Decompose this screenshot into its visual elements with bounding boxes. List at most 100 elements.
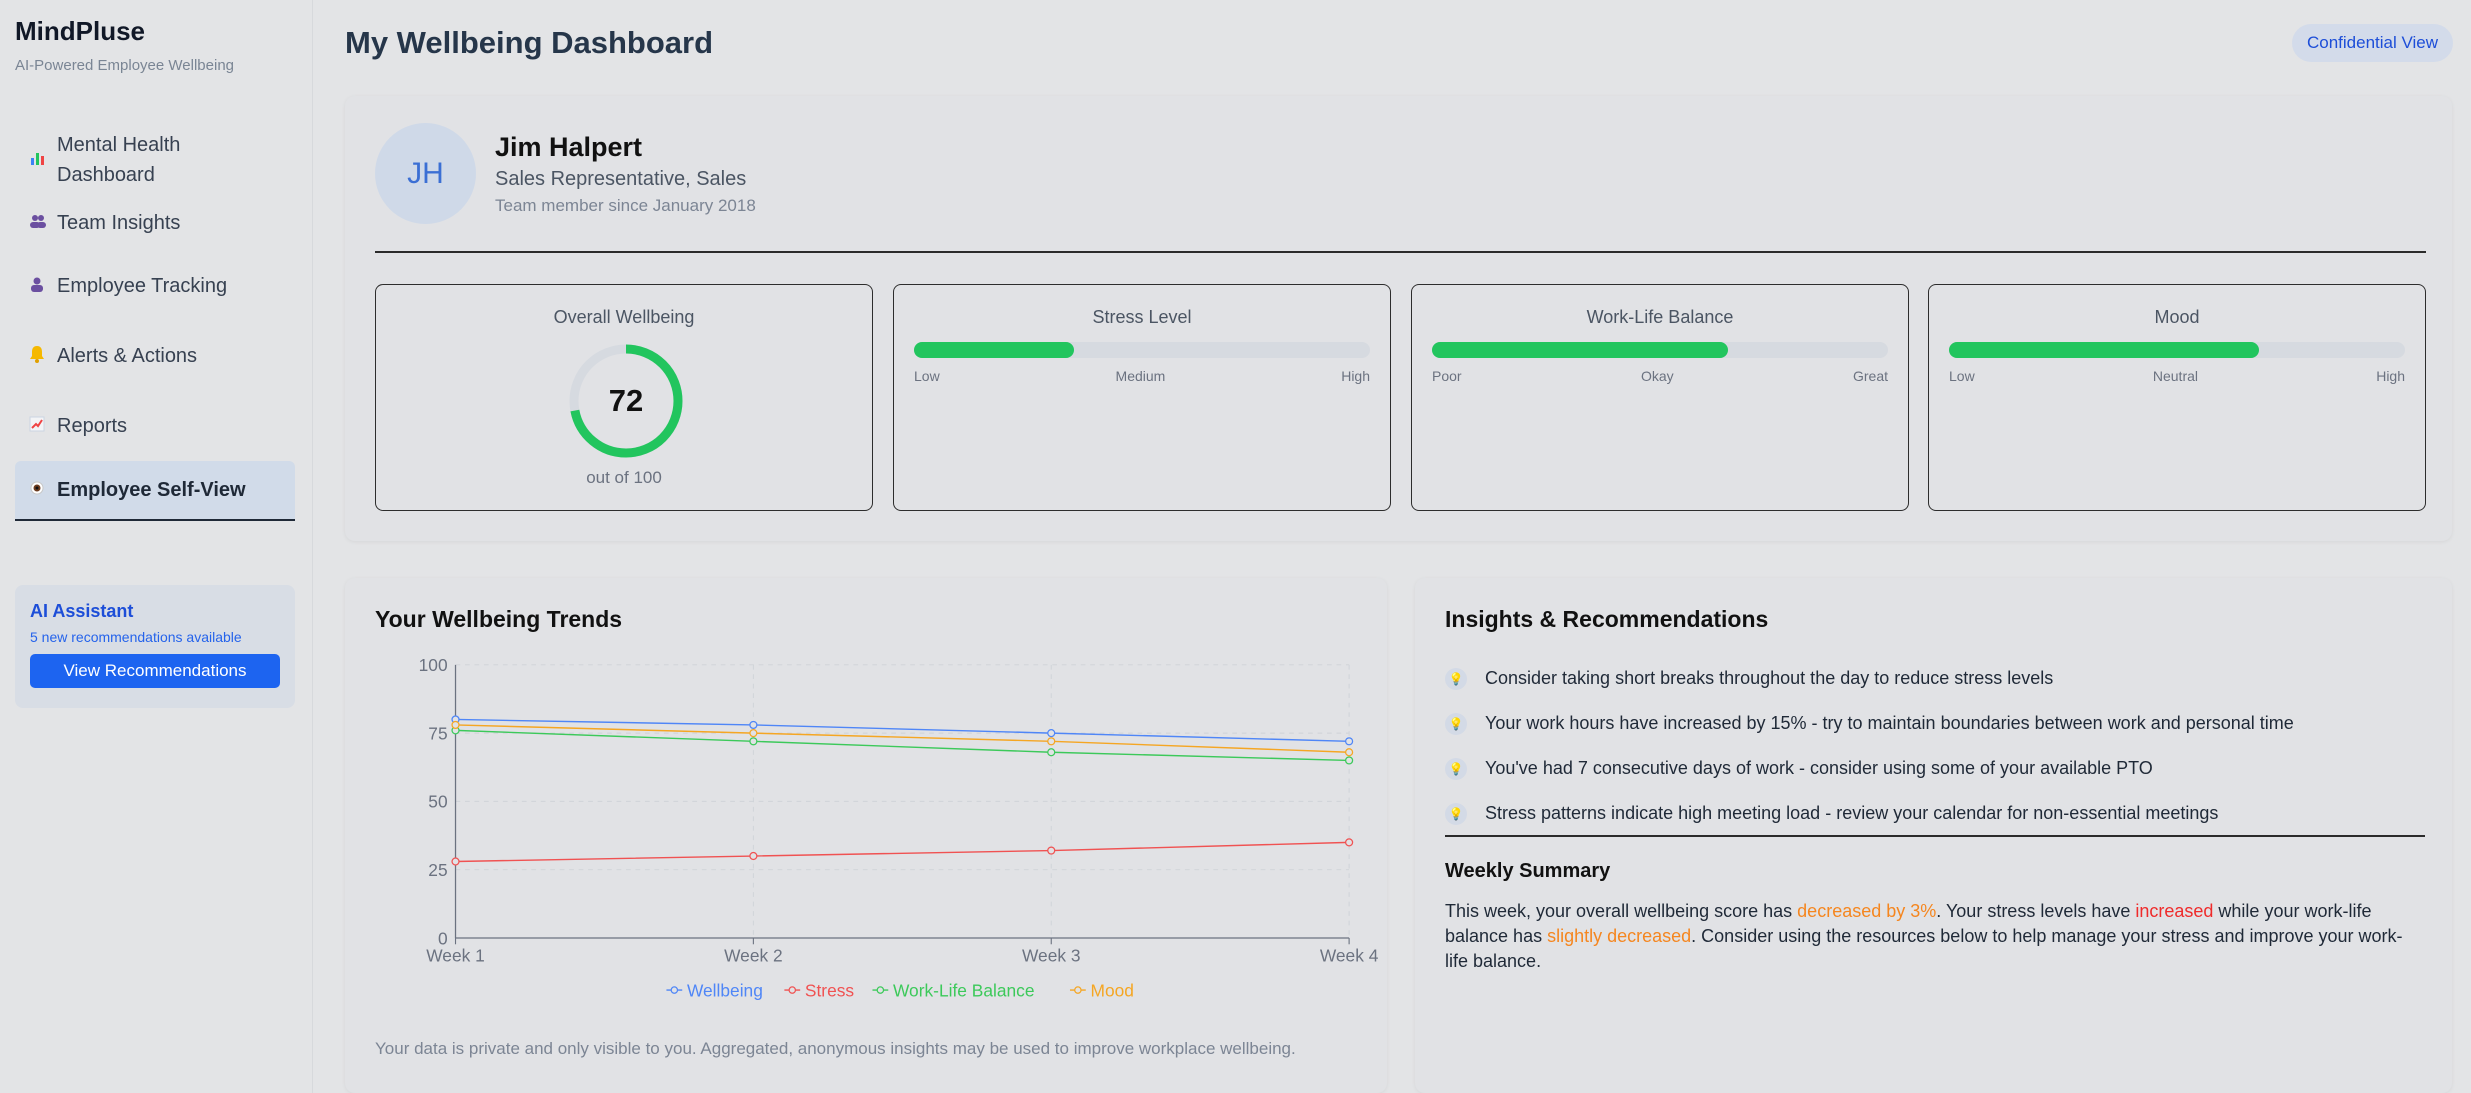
divider — [1445, 835, 2425, 837]
mood-bar-fill — [1949, 342, 2260, 358]
metric-title: Mood — [2154, 307, 2200, 327]
sidebar-item-employee-tracking[interactable]: Employee Tracking — [15, 251, 295, 321]
sidebar-item-mental-health-dashboard[interactable]: Mental Health Dashboard — [15, 125, 295, 195]
y-tick-label: 75 — [428, 723, 447, 743]
ai-assistant-subtitle: 5 new recommendations available — [30, 629, 242, 645]
legend-marker — [1074, 986, 1082, 994]
employee-name: Jim Halpert — [495, 132, 643, 162]
sidebar-item-employee-self-view[interactable]: Employee Self-View — [15, 461, 295, 521]
work-life-balance-card: Work-Life Balance Poor Okay Great — [1411, 284, 1909, 511]
data-point — [1047, 748, 1056, 757]
wellbeing-trends-card: Your Wellbeing Trends 0 25 50 75 100 Week 1 We… — [345, 578, 1387, 1093]
wellbeing-trends-chart: 0 25 50 75 100 Week 1 Week 2 Week 3 Week 4 Wellbe… — [419, 655, 1379, 1000]
balance-bar — [1432, 342, 1888, 358]
sidebar-item-team-insights[interactable]: Team Insights — [15, 195, 295, 251]
data-point — [1047, 737, 1056, 746]
data-point — [1345, 737, 1354, 746]
bar-labels: Poor Okay Great — [1432, 368, 1888, 384]
sidebar-item-reports[interactable]: Reports — [15, 391, 295, 461]
chart-up-icon — [29, 416, 57, 437]
y-tick-label: 50 — [428, 792, 447, 812]
bar-label: Low — [1949, 368, 1975, 384]
eye-icon — [29, 480, 57, 501]
brand-subtitle: AI-Powered Employee Wellbeing — [15, 57, 235, 74]
sidebar-item-label: Employee Tracking — [57, 275, 228, 297]
bar-label: Medium — [1115, 368, 1166, 384]
list-item: 💡 You've had 7 consecutive days of work … — [1445, 746, 2425, 791]
x-tick-label: Week 4 — [1320, 946, 1379, 966]
profile-card: JH Jim Halpert Sales Representative, Sal… — [345, 96, 2452, 541]
highlight-increase: increased — [2135, 901, 2214, 921]
sidebar-nav: Mental Health Dashboard Team Insights Emp… — [15, 125, 295, 521]
bar-chart-icon — [29, 149, 57, 172]
legend-label: Work-Life Balance — [893, 980, 1035, 1000]
data-point — [749, 737, 758, 746]
data-point — [749, 720, 758, 730]
insight-text: Your work hours have increased by 15% - … — [1485, 713, 2294, 733]
wellbeing-ring — [569, 344, 683, 458]
legend-marker — [788, 986, 797, 994]
wellbeing-score: 72 — [608, 383, 644, 418]
stress-bar-fill — [914, 342, 1074, 358]
data-point — [451, 720, 460, 730]
confidential-view-badge[interactable]: Confidential View — [2292, 24, 2453, 62]
data-point — [1047, 729, 1056, 738]
bar-label: Neutral — [2152, 368, 2199, 384]
data-point — [1345, 838, 1354, 847]
data-point — [1345, 756, 1354, 765]
insight-text: Stress patterns indicate high meeting lo… — [1485, 803, 2219, 823]
sidebar-item-label: Employee Self-View — [57, 479, 246, 501]
series-line-stress — [455, 841, 1350, 863]
bar-label: Poor — [1432, 368, 1462, 384]
x-tick-label: Week 3 — [1022, 946, 1081, 966]
legend-label: Stress — [805, 980, 855, 1000]
insights-list: 💡 Consider taking short breaks throughou… — [1445, 656, 2425, 836]
ai-assistant-panel: AI Assistant 5 new recommendations avail… — [15, 585, 295, 708]
data-point — [1047, 846, 1056, 855]
series-line-wellbeing — [455, 718, 1350, 743]
metric-title: Work-Life Balance — [1586, 307, 1734, 327]
stress-level-card: Stress Level Low Medium High — [893, 284, 1391, 511]
sidebar-item-label: Alerts & Actions — [57, 345, 198, 367]
legend-label: Mood — [1091, 980, 1134, 1000]
data-point — [1345, 748, 1354, 757]
avatar: JH — [375, 123, 476, 224]
bar-label: Okay — [1640, 368, 1674, 384]
overall-wellbeing-card: Overall Wellbeing 72 out of 100 — [375, 284, 873, 511]
brand: MindPluse AI-Powered Employee Wellbeing — [15, 16, 234, 74]
person-icon — [29, 276, 57, 297]
chart-body: 0 25 50 75 100 Week 1 Week 2 Week 3 Week 4 Wellbe… — [419, 655, 1379, 1000]
ai-assistant-title: AI Assistant — [30, 601, 134, 621]
list-item: 💡 Your work hours have increased by 15% … — [1445, 701, 2425, 746]
sidebar: MindPluse AI-Powered Employee Wellbeing … — [0, 0, 313, 1093]
highlight-slight-decrease: slightly decreased — [1547, 926, 1692, 946]
stress-bar — [914, 342, 1370, 358]
sidebar-item-label: Reports — [57, 415, 128, 437]
x-tick-label: Week 2 — [724, 946, 783, 966]
employee-role: Sales Representative, Sales — [495, 168, 747, 190]
insights-title: Insights & Recommendations — [1445, 606, 1769, 632]
bar-labels: Low Neutral High — [1949, 368, 2405, 384]
lightbulb-icon: 💡 — [1445, 712, 1467, 735]
bell-icon — [29, 345, 57, 368]
page-title: My Wellbeing Dashboard — [345, 25, 714, 60]
bar-label: Low — [914, 368, 940, 384]
view-recommendations-button[interactable]: View Recommendations — [30, 654, 280, 688]
insight-text: Consider taking short breaks throughout … — [1485, 668, 2054, 688]
data-point — [749, 851, 758, 861]
insights-card: Insights & Recommendations 💡 Consider ta… — [1415, 578, 2452, 1093]
sidebar-item-label: Mental Health Dashboard — [57, 134, 181, 186]
lightbulb-icon: 💡 — [1445, 667, 1467, 690]
sidebar-item-alerts-actions[interactable]: Alerts & Actions — [15, 321, 295, 391]
legend-label: Wellbeing — [687, 980, 763, 1000]
data-point — [749, 729, 758, 738]
mood-card: Mood Low Neutral High — [1928, 284, 2426, 511]
bar-labels: Low Medium High — [914, 368, 1370, 384]
insight-text: You've had 7 consecutive days of work - … — [1485, 758, 2153, 778]
list-item: 💡 Stress patterns indicate high meeting … — [1445, 791, 2425, 836]
sidebar-item-label: Team Insights — [57, 212, 181, 234]
lightbulb-icon: 💡 — [1445, 757, 1467, 780]
mood-bar — [1949, 342, 2405, 358]
score-caption: out of 100 — [586, 468, 662, 487]
metric-title: Stress Level — [1092, 307, 1192, 327]
